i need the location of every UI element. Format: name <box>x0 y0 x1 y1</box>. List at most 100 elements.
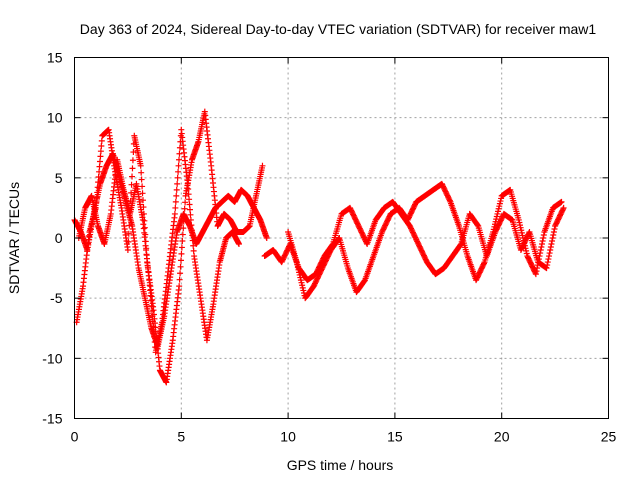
data-point-fill <box>96 168 103 175</box>
data-point-fill <box>187 211 194 218</box>
data-point-fill <box>548 241 555 248</box>
data-point <box>263 235 270 241</box>
data-point-fill <box>94 184 101 191</box>
data-point-fill <box>94 189 101 196</box>
data-point-fill <box>540 231 547 238</box>
data-point-fill <box>190 247 197 254</box>
data-point-fill <box>139 183 146 190</box>
y-tick-label: 15 <box>47 50 63 66</box>
data-point <box>560 204 567 211</box>
data-point-fill <box>536 253 543 260</box>
data-point <box>558 198 565 205</box>
data-point-fill <box>172 204 179 211</box>
data-point-fill <box>138 169 145 176</box>
data-point-fill <box>180 218 187 225</box>
data-point-fill <box>176 276 183 283</box>
data-point-fill <box>481 260 488 267</box>
data-point-fill <box>544 262 551 269</box>
x-tick-label: 15 <box>387 429 403 445</box>
y-tick-label: -15 <box>42 411 62 427</box>
data-point-fill <box>96 158 103 165</box>
data-point <box>146 277 153 284</box>
data-point-fill <box>148 302 155 309</box>
data-point-fill <box>97 148 104 155</box>
data-point-fill <box>187 216 194 223</box>
data-point-fill <box>178 250 185 257</box>
data-point-fill <box>176 144 183 151</box>
data-point-fill <box>179 238 186 245</box>
data-point-fill <box>177 270 184 277</box>
data-point-fill <box>549 238 556 245</box>
y-tick-label: 5 <box>55 170 63 186</box>
data-point <box>137 162 144 169</box>
data-point-fill <box>181 205 188 212</box>
data-point-fill <box>185 186 192 193</box>
data-point-fill <box>177 257 184 264</box>
data-point-fill <box>545 253 552 260</box>
data-point-fill <box>126 222 133 229</box>
data-point-fill <box>544 259 551 266</box>
data-point <box>171 210 178 217</box>
data-point-fill <box>540 235 547 241</box>
data-point-fill <box>96 163 103 170</box>
data-point-fill <box>125 238 132 245</box>
x-tick-label: 5 <box>177 429 185 445</box>
data-point-fill <box>549 235 556 241</box>
y-tick-label: 10 <box>47 110 63 126</box>
data-point-fill <box>537 247 544 254</box>
data-point-fill <box>186 201 193 208</box>
data-point <box>259 162 266 169</box>
data-point-fill <box>125 230 132 237</box>
x-tick-label: 0 <box>71 429 79 445</box>
data-point-fill <box>98 143 105 150</box>
data-point-fill <box>95 173 102 180</box>
data-point-fill <box>535 256 542 263</box>
data-point-fill <box>176 156 183 163</box>
data-point-fill <box>149 318 156 325</box>
data-point <box>184 180 191 187</box>
data-point-fill <box>535 259 542 266</box>
data-point-fill <box>139 190 146 197</box>
data-point-fill <box>179 231 186 238</box>
data-point-fill <box>128 181 135 188</box>
data-point <box>543 265 550 272</box>
data-point-fill <box>551 225 558 232</box>
data-point-fill <box>181 212 188 219</box>
x-tick-label: 20 <box>494 429 510 445</box>
data-point-fill <box>474 222 481 229</box>
data-point-fill <box>550 231 557 238</box>
x-tick-label: 25 <box>601 429 617 445</box>
data-point-fill <box>189 237 196 244</box>
data-point-fill <box>141 224 148 231</box>
x-axis-label: GPS time / hours <box>287 457 394 473</box>
data-point-fill <box>545 256 552 263</box>
y-tick-label: -5 <box>50 290 63 306</box>
data-point-fill <box>533 268 540 275</box>
data-point-fill <box>539 238 546 245</box>
axis-ticks: 0 5 10 15 20 25 -15 -10 -5 0 5 10 15 <box>42 50 616 445</box>
y-tick-label: -10 <box>42 350 62 366</box>
data-point-fill <box>149 308 156 315</box>
data-point-fill <box>190 242 197 249</box>
data-point <box>235 241 242 248</box>
data-point-fill <box>547 244 554 251</box>
data-point-fill <box>185 191 192 198</box>
y-tick-label: 0 <box>55 230 63 246</box>
data-point-fill <box>538 244 545 251</box>
data-point-fill <box>177 263 184 270</box>
data-point-fill <box>173 192 180 199</box>
data-point-fill <box>538 241 545 248</box>
data-point-fill <box>150 323 157 330</box>
data-point-fill <box>173 186 180 193</box>
data-point-fill <box>148 297 155 304</box>
data-point <box>124 247 131 254</box>
data-point-fill <box>537 250 544 257</box>
data-point-fill <box>446 197 453 204</box>
data-point-fill <box>550 228 557 235</box>
data-point-fill <box>186 206 193 213</box>
data-point-fill <box>149 313 156 320</box>
chart-title: Day 363 of 2024, Sidereal Day-to-day VTE… <box>80 21 597 37</box>
data-point-fill <box>147 292 154 299</box>
data-point-fill <box>147 287 154 294</box>
